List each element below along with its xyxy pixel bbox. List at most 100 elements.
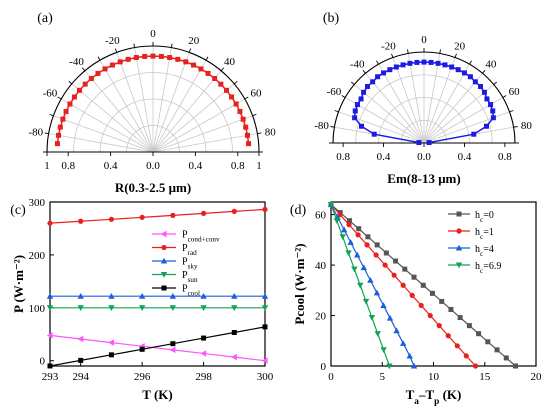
data-point xyxy=(386,314,394,321)
legend-label: Pcond+conv xyxy=(182,230,220,244)
data-point xyxy=(429,290,435,296)
polar-radial-label: 0.4 xyxy=(104,160,118,172)
data-point xyxy=(513,363,518,369)
polar-angle-tick xyxy=(439,49,441,54)
series-line xyxy=(49,208,266,224)
polar-data-point xyxy=(56,132,62,138)
data-point xyxy=(262,206,268,213)
data-point xyxy=(355,232,361,238)
data-point xyxy=(380,302,387,309)
data-point xyxy=(418,302,424,309)
data-point xyxy=(200,350,207,357)
polar-grid-spoke xyxy=(152,115,253,153)
data-point xyxy=(108,305,115,312)
polar-data-point xyxy=(358,123,364,129)
polar-data-point xyxy=(102,66,108,72)
data-point xyxy=(354,251,361,258)
polar-data-point xyxy=(246,141,252,147)
data-point xyxy=(380,347,387,354)
polar-grid-spoke xyxy=(116,52,154,153)
polar-data-point xyxy=(455,67,461,73)
x-tick-label: 293 xyxy=(42,371,59,383)
data-point xyxy=(46,332,53,339)
data-point xyxy=(170,212,176,218)
data-point xyxy=(351,266,358,273)
polar-grid-spoke xyxy=(152,52,190,153)
polar-angle-label: -80 xyxy=(314,120,329,132)
data-point xyxy=(472,363,479,369)
polar-data-point xyxy=(393,64,399,70)
data-point xyxy=(345,250,352,257)
y-axis-label: P (W·m⁻²) xyxy=(11,255,26,313)
data-point xyxy=(77,305,84,312)
data-point xyxy=(393,327,400,334)
polar-data-point xyxy=(71,94,77,100)
data-point xyxy=(411,274,417,280)
polar-angle-tick xyxy=(330,126,335,128)
polar-data-point xyxy=(237,108,243,114)
data-point xyxy=(138,292,146,299)
polar-angle-tick xyxy=(170,43,173,48)
polar-data-point xyxy=(212,76,218,82)
data-point xyxy=(200,292,207,299)
polar-grid-spoke xyxy=(365,73,425,144)
data-point xyxy=(362,298,370,305)
polar-data-point xyxy=(117,59,123,65)
polar-data-point xyxy=(442,62,448,68)
polar-angle-tick xyxy=(233,80,238,85)
data-point xyxy=(373,289,381,296)
data-point xyxy=(47,220,53,226)
polar-angle-label: 20 xyxy=(188,35,200,47)
series-line xyxy=(49,334,266,362)
data-point xyxy=(410,362,418,369)
polar-angle-label: -60 xyxy=(43,88,58,100)
panel-label: (b) xyxy=(323,11,340,26)
data-point xyxy=(261,305,269,312)
polar-radial-label: 0.4 xyxy=(458,151,472,163)
legend-label: hc=4 xyxy=(475,244,494,258)
panel-label: (c) xyxy=(10,203,26,218)
y-tick-label: 0 xyxy=(321,361,327,373)
polar-angle-label: 20 xyxy=(454,40,466,52)
data-point xyxy=(47,363,53,369)
data-point xyxy=(337,212,343,218)
polar-data-point xyxy=(387,67,393,73)
polar-data-point xyxy=(428,59,434,65)
polar-data-point xyxy=(371,131,377,137)
legend-marker xyxy=(455,262,463,269)
polar-radial-label: 0.8 xyxy=(498,151,512,163)
data-point xyxy=(169,346,176,354)
polar-axis-label: R(0.3-2.5 μm) xyxy=(115,180,191,195)
polar-data-point xyxy=(133,55,139,61)
data-point xyxy=(139,346,145,352)
polar-angle-tick xyxy=(220,67,225,72)
legend-label: Prad xyxy=(182,243,197,257)
data-point xyxy=(360,264,367,271)
series-line xyxy=(49,326,266,367)
polar-data-point xyxy=(472,79,478,85)
data-point xyxy=(261,292,269,299)
polar-data-point xyxy=(243,124,249,130)
polar-radial-label: 0.0 xyxy=(417,151,431,163)
data-point xyxy=(200,305,207,312)
data-point xyxy=(108,339,114,346)
polar-data-point xyxy=(142,53,148,59)
y-tick-label: 100 xyxy=(29,303,46,315)
polar-data-point xyxy=(461,70,467,76)
data-point xyxy=(368,314,376,321)
legend: hc=0 hc=1 hc=4 hc=6.9 xyxy=(448,210,501,275)
polar-data-point xyxy=(449,64,455,70)
polar-angle-label: -60 xyxy=(327,86,342,98)
data-point xyxy=(420,282,426,288)
polar-data-point xyxy=(484,96,490,102)
data-point xyxy=(108,292,115,299)
polar-angle-label: 60 xyxy=(251,88,263,100)
data-point xyxy=(231,353,237,361)
polar-data-point xyxy=(57,124,63,130)
polar-data-point xyxy=(370,79,376,85)
y-tick-label: 40 xyxy=(315,260,327,272)
polar-data-point xyxy=(218,81,224,87)
polar-panel-1: (b) -80 -60 -40 -20 0 20 40 60 80 0.8 0.4 0.0 0.4 0.8 E… xyxy=(314,11,532,186)
